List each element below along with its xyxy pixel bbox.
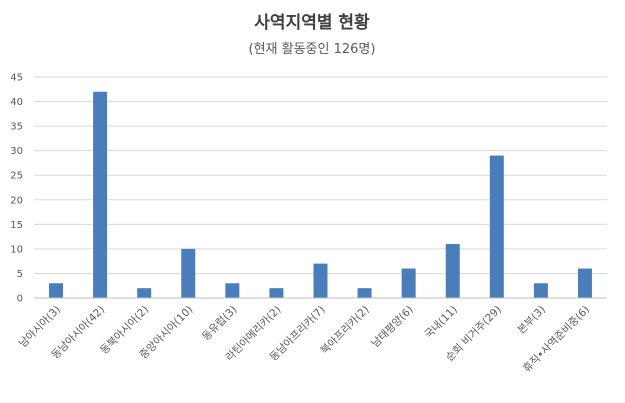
x-category-label: 본부(3) [515, 304, 548, 337]
bar-7 [357, 288, 372, 298]
bar-1 [93, 91, 108, 298]
x-axis-labels: 남아시아(3)동남아시아(42)동북아시아(2)중앙아시아(10) 동유럽(3)라… [17, 303, 592, 375]
y-tick-label: 30 [10, 146, 23, 157]
y-tick-label: 10 [10, 244, 23, 255]
y-tick-label: 5 [17, 269, 23, 280]
y-tick-label: 40 [10, 97, 23, 108]
x-category-label: 동유럽(3) [199, 303, 239, 343]
y-tick-label: 15 [10, 220, 23, 231]
bar-3 [181, 248, 196, 298]
chart-title: 사역지역별 현황 [254, 13, 370, 33]
y-tick-label: 0 [17, 294, 23, 305]
x-category-label: 남아시아(3) [17, 304, 63, 350]
bar-12 [577, 268, 592, 298]
bar-8 [401, 268, 416, 298]
bar-2 [137, 288, 152, 298]
y-axis-ticks: 0 5 10 15 20 25 30 35 40 45 [10, 73, 23, 305]
bar-9 [445, 243, 460, 298]
bar-6 [313, 263, 328, 298]
bar-10 [489, 155, 504, 298]
gridlines [34, 76, 607, 274]
x-category-label: 남태평양(6) [369, 304, 415, 350]
y-tick-label: 20 [10, 195, 23, 206]
bar-5 [269, 288, 284, 298]
x-category-label: 국내(11) [422, 304, 459, 341]
bar-4 [225, 283, 240, 298]
chart-subtitle: (현재 활동중인 126명) [249, 42, 376, 57]
bar-11 [533, 283, 548, 298]
y-tick-label: 45 [10, 73, 23, 84]
bar-0 [49, 283, 64, 298]
bars [49, 91, 592, 298]
y-tick-label: 35 [10, 122, 23, 133]
y-tick-label: 25 [10, 171, 23, 182]
